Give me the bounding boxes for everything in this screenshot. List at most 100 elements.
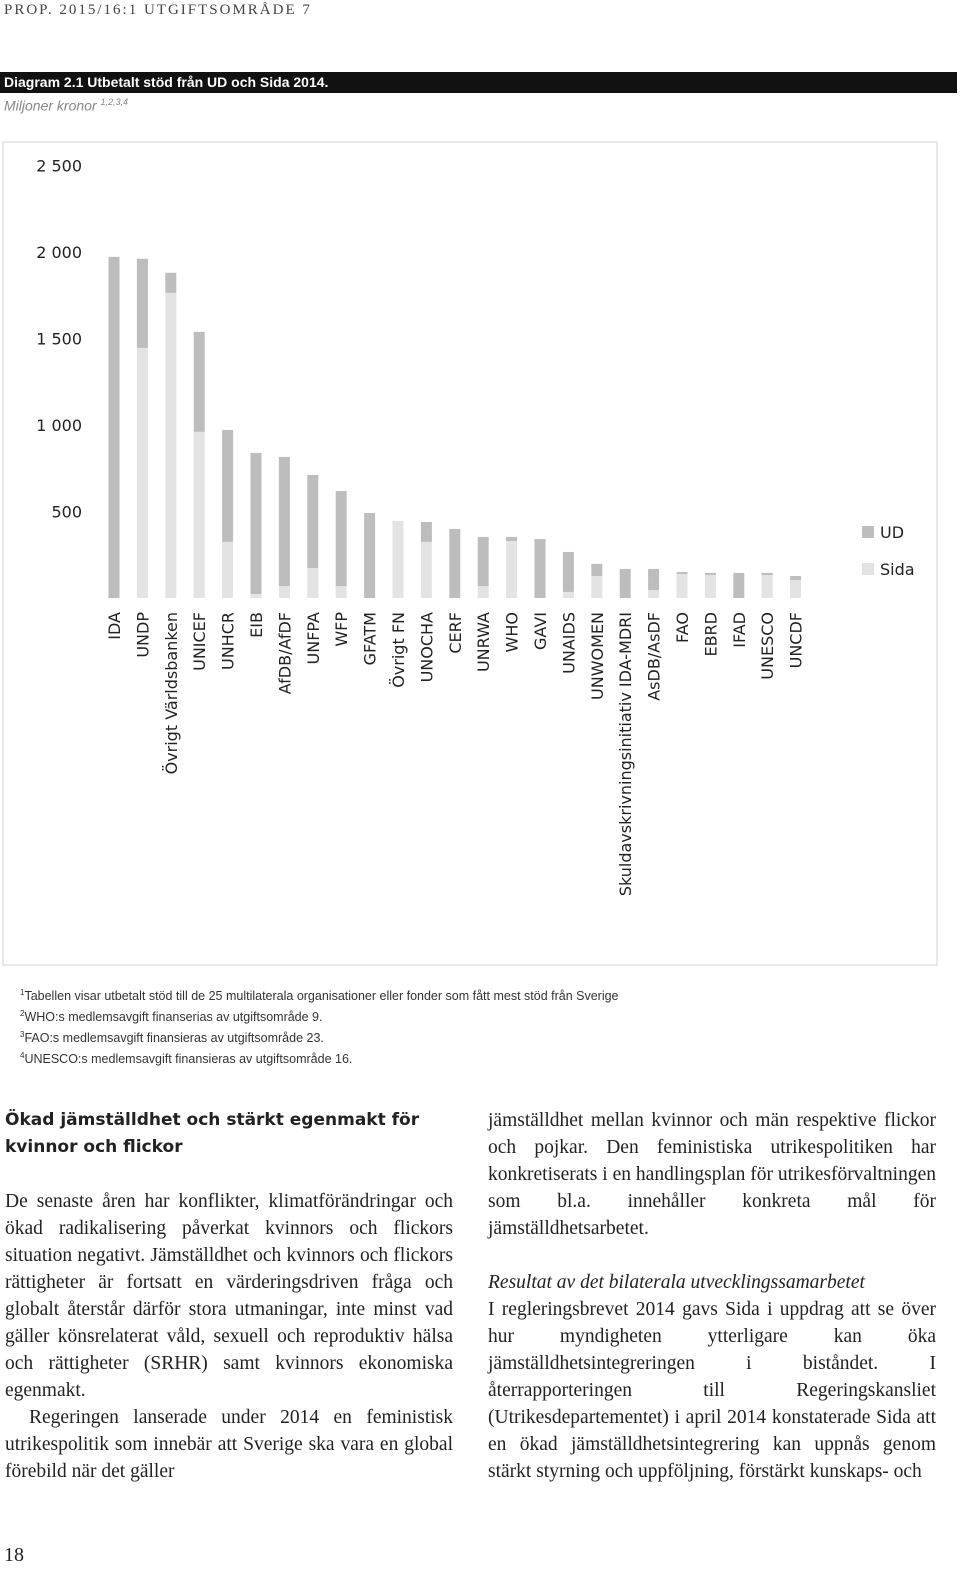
footnote: 1Tabellen visar utbetalt stöd till de 25… [20, 984, 619, 1005]
bar-segment [761, 572, 773, 575]
footnote: 2WHO:s medlemsavgift finanserias av utgi… [20, 1005, 619, 1026]
x-tick-label: UNOCHA [417, 612, 436, 682]
bar-segment [420, 522, 432, 542]
footnote-number: 2 [20, 1009, 25, 1019]
page-number: 18 [4, 1544, 24, 1566]
bar-segment [193, 331, 205, 432]
bar-segment [136, 347, 148, 598]
x-tick-label: Skuldavskrivningsinitiativ IDA-MDRI [616, 612, 635, 896]
legend-swatch [862, 563, 874, 575]
bar-segment [250, 594, 262, 598]
footnote-number: 3 [20, 1030, 25, 1040]
bar-segment [506, 536, 518, 542]
footnote-number: 4 [20, 1051, 25, 1061]
y-tick-label: 1 500 [36, 329, 82, 348]
bar-segment [335, 491, 347, 587]
x-tick-label: EIB [247, 612, 266, 638]
bar-segment [136, 258, 148, 348]
chart-frame [2, 141, 938, 966]
left-column: De senaste åren har konflikter, klimat­f… [5, 1188, 453, 1485]
footnotes: 1Tabellen visar utbetalt stöd till de 25… [20, 984, 619, 1069]
x-tick-label: UNAIDS [559, 612, 578, 674]
footnote-text: UNESCO:s medlemsavgift finansieras av ut… [24, 1052, 353, 1067]
x-tick-label: Övrigt Världsbanken [162, 612, 181, 774]
footnote-text: FAO:s medlemsavgift finansieras av utgif… [24, 1031, 324, 1046]
y-tick-label: 2 500 [36, 156, 82, 175]
bar-segment [534, 538, 546, 598]
bar-segment [591, 576, 603, 598]
x-tick-label: GFATM [361, 612, 380, 665]
bar-segment [392, 520, 404, 598]
bar-segment [165, 292, 177, 598]
bar-segment [477, 536, 489, 587]
x-tick-label: UNDP [133, 612, 152, 658]
subheading: Resultat av det bilaterala utvecklingssa… [488, 1272, 865, 1293]
bar-segment [761, 574, 773, 598]
x-tick-label: GAVI [531, 612, 550, 650]
bar-segment [648, 568, 660, 591]
bar-segment [165, 272, 177, 293]
bar-segment [222, 429, 234, 542]
footnote: 4UNESCO:s medlemsavgift finansieras av u… [20, 1047, 619, 1068]
bar-segment [704, 574, 716, 598]
y-tick-label: 500 [51, 502, 82, 521]
bar-segment [790, 576, 802, 580]
x-tick-label: UNHCR [219, 612, 238, 670]
bar-segment [562, 591, 574, 598]
bar-segment [222, 541, 234, 598]
bar-segment [477, 586, 489, 598]
y-tick-label: 1 000 [36, 416, 82, 435]
x-tick-label: AfDB/AfDF [275, 612, 294, 694]
bar-segment [335, 586, 347, 598]
bar-segment [420, 541, 432, 598]
bar-segment [364, 513, 376, 598]
paragraph: Regeringen lanserade under 2014 en femin… [5, 1407, 453, 1482]
bar-segment [108, 256, 120, 598]
x-tick-label: IDA [105, 612, 124, 640]
bar-segment [676, 572, 688, 574]
bar-segment [506, 541, 518, 598]
bar-segment [648, 590, 660, 598]
legend-label: UD [880, 523, 904, 542]
y-tick-label: 2 000 [36, 243, 82, 262]
chart-subtitle: Miljoner kronor 1,2,3,4 [4, 97, 128, 114]
bar-segment [790, 580, 802, 598]
x-tick-label: UNWOMEN [588, 612, 607, 700]
bar-segment [619, 568, 631, 598]
footnote-text: WHO:s medlemsavgift finanserias av utgif… [24, 1010, 323, 1025]
paragraph: I regleringsbrevet 2014 gavs Sida i uppd… [488, 1299, 936, 1482]
x-tick-label: CERF [446, 612, 465, 654]
subtitle-text: Miljoner kronor [4, 97, 97, 114]
x-tick-label: EBRD [701, 612, 720, 657]
x-tick-label: UNICEF [190, 612, 209, 671]
bar-segment [591, 563, 603, 577]
bar-segment [307, 474, 319, 569]
right-column: jämställdhet mellan kvinnor och män resp… [488, 1107, 936, 1485]
bar-segment [562, 551, 574, 592]
paragraph: De senaste åren har konflikter, klimat­f… [5, 1191, 453, 1401]
bar-segment [278, 586, 290, 598]
bar-segment [278, 456, 290, 587]
x-tick-label: UNCDF [787, 612, 806, 668]
bar-segment [193, 431, 205, 598]
chart: 500 1 000 1 500 2 000 2 500 IDA UNDP Övrigt Vär… [2, 141, 938, 966]
x-tick-label: IFAD [730, 612, 749, 648]
section-heading: Ökad jämställdhet och stärkt egenmakt fö… [5, 1110, 420, 1157]
bar-segment [449, 528, 461, 598]
paragraph: jämställdhet mellan kvinnor och män resp… [488, 1110, 936, 1239]
footnote-text: Tabellen visar utbetalt stöd till de 25 … [24, 989, 619, 1004]
x-tick-label: FAO [673, 612, 692, 643]
bar-segment [307, 568, 319, 598]
x-tick-label: WFP [332, 612, 351, 647]
x-tick-label: UNESCO [758, 612, 777, 680]
legend-label: Sida [880, 560, 915, 579]
x-tick-label: UNFPA [304, 612, 323, 665]
subtitle-sup: 1,2,3,4 [100, 97, 129, 107]
footnote-number: 1 [20, 988, 25, 997]
bar-segment [676, 573, 688, 598]
bar-segment [704, 572, 716, 575]
running-header: PROP. 2015/16:1 UTGIFTSOMRÅDE 7 [4, 2, 312, 18]
legend-swatch [862, 526, 874, 538]
x-tick-label: UNRWA [474, 612, 493, 672]
